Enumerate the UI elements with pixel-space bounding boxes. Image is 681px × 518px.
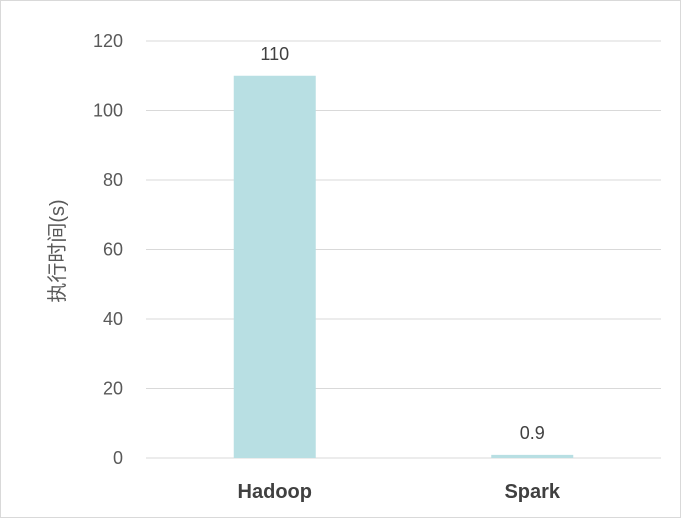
x-tick-labels: Hadoop Spark [238, 481, 561, 503]
data-label-spark: 0.9 [520, 423, 545, 443]
x-tick-label-spark: Spark [504, 481, 560, 503]
y-axis-title: 执行时间(s) [46, 199, 69, 302]
y-tick-label: 80 [103, 170, 123, 190]
gridlines [146, 40, 661, 459]
y-tick-label: 0 [113, 448, 123, 468]
bar-hadoop [233, 75, 316, 458]
data-labels: 110 0.9 [260, 44, 544, 443]
y-tick-labels: 0 20 40 60 80 100 120 [93, 31, 123, 468]
bars [233, 75, 574, 458]
x-tick-label-hadoop: Hadoop [238, 481, 312, 503]
y-tick-label: 40 [103, 309, 123, 329]
y-tick-label: 60 [103, 240, 123, 260]
y-tick-label: 100 [93, 101, 123, 121]
data-label-hadoop: 110 [260, 44, 289, 64]
y-tick-label: 120 [93, 31, 123, 51]
y-tick-label: 20 [103, 379, 123, 399]
bar-spark [491, 454, 574, 458]
